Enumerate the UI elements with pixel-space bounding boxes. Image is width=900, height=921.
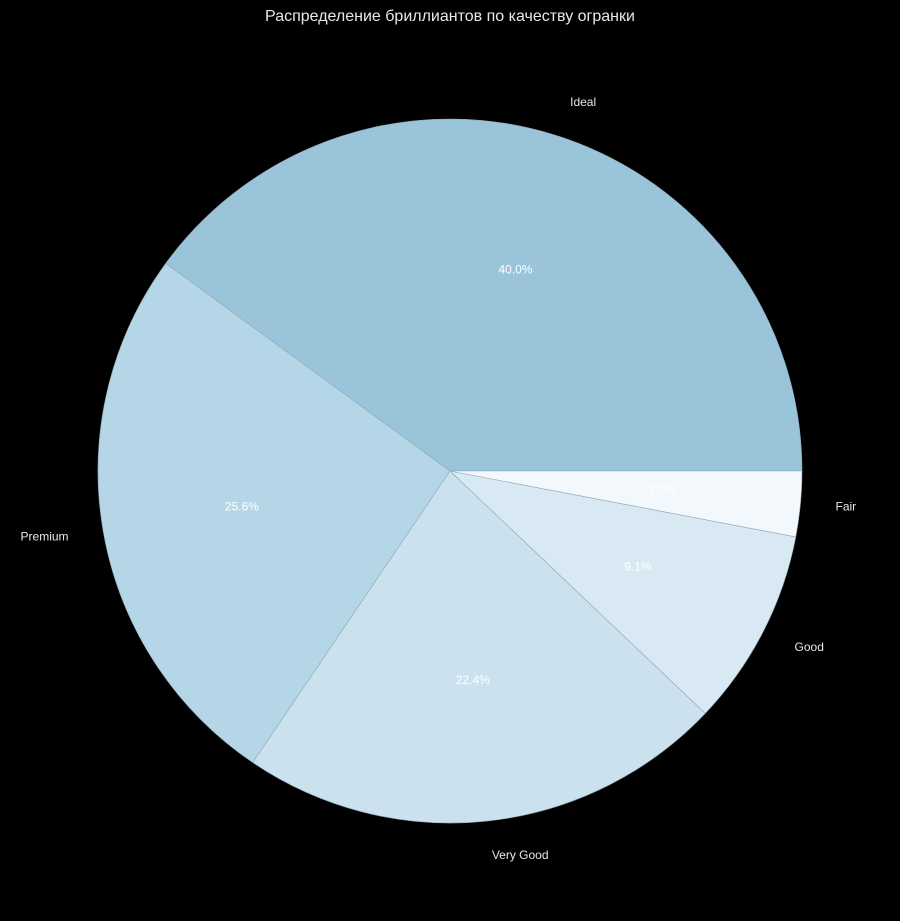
pie-slice <box>97 262 451 763</box>
pie-slice <box>449 470 803 538</box>
slice-label: Fair <box>835 500 856 514</box>
pie-slice <box>165 118 803 472</box>
percent-label: 22.4% <box>456 673 490 687</box>
chart-title: Распределение бриллиантов по качеству ог… <box>265 8 635 25</box>
percent-label: 40.0% <box>499 262 533 276</box>
pie-slice <box>252 470 706 824</box>
slice-label: Ideal <box>570 95 596 109</box>
pie-slice <box>449 470 797 714</box>
percent-label: 25.6% <box>225 499 259 513</box>
slice-label: Good <box>795 640 824 654</box>
percent-label: 3.0% <box>647 483 675 497</box>
slice-label: Very Good <box>492 848 549 862</box>
slice-label: Premium <box>21 530 69 544</box>
percent-label: 9.1% <box>624 560 652 574</box>
